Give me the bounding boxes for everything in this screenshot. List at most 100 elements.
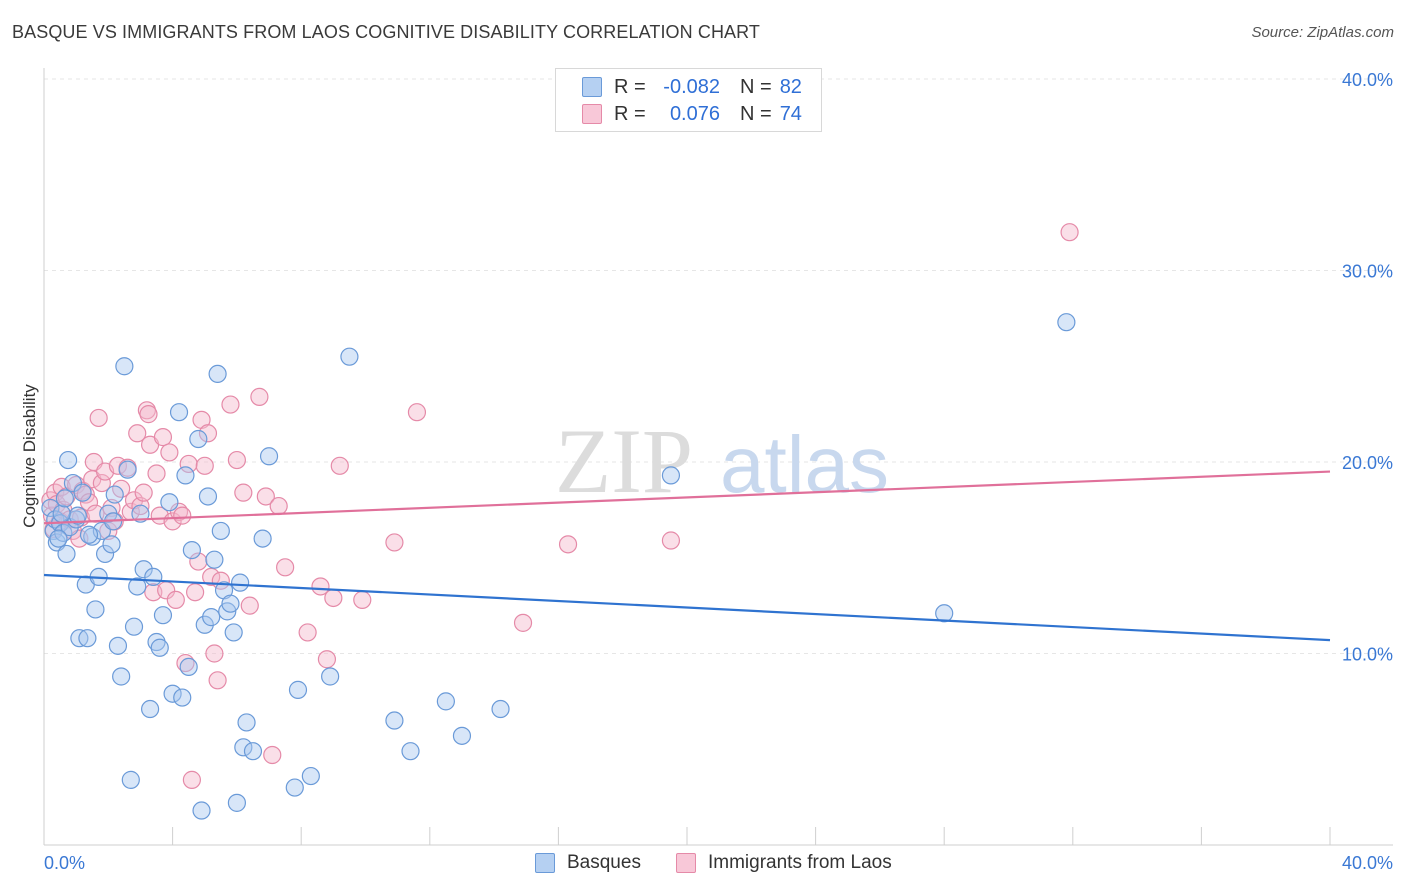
laos-point	[221, 395, 240, 414]
basques-point	[68, 506, 87, 525]
basques-point	[491, 699, 510, 719]
laos-point	[324, 588, 343, 608]
basques-point	[118, 460, 137, 479]
laos-point	[131, 496, 150, 516]
laos-point	[317, 650, 337, 669]
laos-point	[263, 745, 282, 765]
basques-point	[243, 742, 263, 761]
basques-swatch	[535, 853, 555, 873]
y-tick-label: 40.0%	[1342, 70, 1393, 90]
laos-point	[147, 464, 166, 483]
chart-title: BASQUE VS IMMIGRANTS FROM LAOS COGNITIVE…	[12, 22, 761, 42]
laos-point	[92, 473, 111, 493]
laos-swatch	[676, 853, 696, 873]
basques-point	[169, 403, 189, 422]
laos-point	[173, 506, 192, 525]
laos-point	[269, 496, 288, 516]
laos-point	[198, 424, 218, 443]
basques-point	[340, 347, 359, 366]
basques-point	[49, 529, 68, 548]
axes	[43, 68, 1393, 846]
basques-point	[153, 606, 173, 625]
laos-point	[1060, 223, 1079, 242]
laos-point	[179, 454, 198, 474]
legend-swatch-pink	[582, 104, 602, 124]
laos-point	[89, 408, 108, 428]
laos-point	[250, 387, 269, 406]
basques-point	[150, 638, 169, 657]
laos-point	[661, 531, 681, 550]
laos-point	[385, 533, 404, 552]
legend-item-laos: Immigrants from Laos	[676, 852, 892, 874]
basques-point	[78, 629, 97, 648]
laos-point	[102, 498, 121, 518]
basques-point	[211, 521, 230, 541]
basques-point	[234, 738, 253, 757]
basques-point	[131, 504, 150, 523]
series-legend: Basques Immigrants from Laos	[0, 852, 1406, 878]
basques-point	[73, 483, 92, 502]
legend-r-value: 0.076	[669, 102, 720, 125]
laos-point	[353, 590, 372, 609]
basques-point	[227, 793, 246, 812]
basques-point	[253, 529, 272, 548]
basques-point	[452, 726, 472, 745]
basques-point	[401, 742, 420, 761]
basques-point	[112, 667, 131, 686]
laos-point	[160, 443, 179, 462]
x-axis-max-label: 40.0%	[1342, 853, 1393, 873]
basques-point	[285, 778, 304, 797]
watermark-zip: ZIP	[555, 410, 693, 512]
legend-n-value: 74	[779, 102, 802, 125]
basques-point	[79, 525, 99, 544]
source-label: Source: ZipAtlas.com	[1251, 24, 1394, 41]
legend-row-laos: R = 0.076 N = 74	[582, 102, 802, 126]
laos-point	[202, 567, 221, 587]
basques-point	[935, 604, 954, 623]
laos-point	[311, 577, 330, 596]
laos-point	[407, 403, 427, 422]
basques-point	[179, 657, 198, 677]
laos-point	[153, 428, 173, 447]
laos-point	[195, 456, 214, 475]
laos-point	[134, 483, 153, 502]
legend-row-basques: R = -0.082 N = 82	[582, 75, 802, 99]
basques-point	[124, 617, 144, 636]
y-axis-label: Cognitive Disability	[20, 384, 39, 528]
basques-point	[321, 667, 340, 686]
basques-point	[134, 560, 153, 579]
basques-point	[121, 770, 140, 789]
y-tick-label: 20.0%	[1342, 453, 1393, 473]
basques-point	[1057, 313, 1076, 332]
basques-point	[115, 357, 134, 376]
legend-r-label: R =	[614, 102, 646, 125]
laos-point	[205, 644, 224, 663]
legend-r-value: -0.082	[663, 75, 720, 98]
y-tick-labels: 10.0% 20.0% 30.0% 40.0%	[1342, 70, 1393, 665]
basques-point	[288, 680, 308, 699]
basques-point	[102, 535, 121, 554]
laos-point	[240, 596, 259, 615]
basques-point	[224, 623, 243, 642]
basques-point	[436, 692, 455, 711]
basques-point	[163, 684, 182, 703]
basques-point	[202, 608, 221, 627]
laos-point	[558, 535, 578, 554]
basques-point	[41, 498, 60, 518]
legend-swatch-blue	[582, 77, 602, 97]
basques-point	[83, 527, 102, 546]
basques-point	[140, 699, 160, 719]
basques-point	[231, 573, 250, 592]
basques-point	[208, 364, 227, 384]
laos-point	[298, 623, 317, 642]
series-basques	[41, 313, 1076, 820]
basques-point	[259, 447, 279, 466]
basques-point	[55, 489, 74, 508]
grid-lines	[44, 78, 1393, 654]
basques-point	[128, 577, 147, 596]
basques-point	[198, 487, 218, 506]
laos-point	[186, 583, 205, 602]
basques-point	[385, 711, 404, 730]
trend-lines	[43, 470, 1331, 642]
